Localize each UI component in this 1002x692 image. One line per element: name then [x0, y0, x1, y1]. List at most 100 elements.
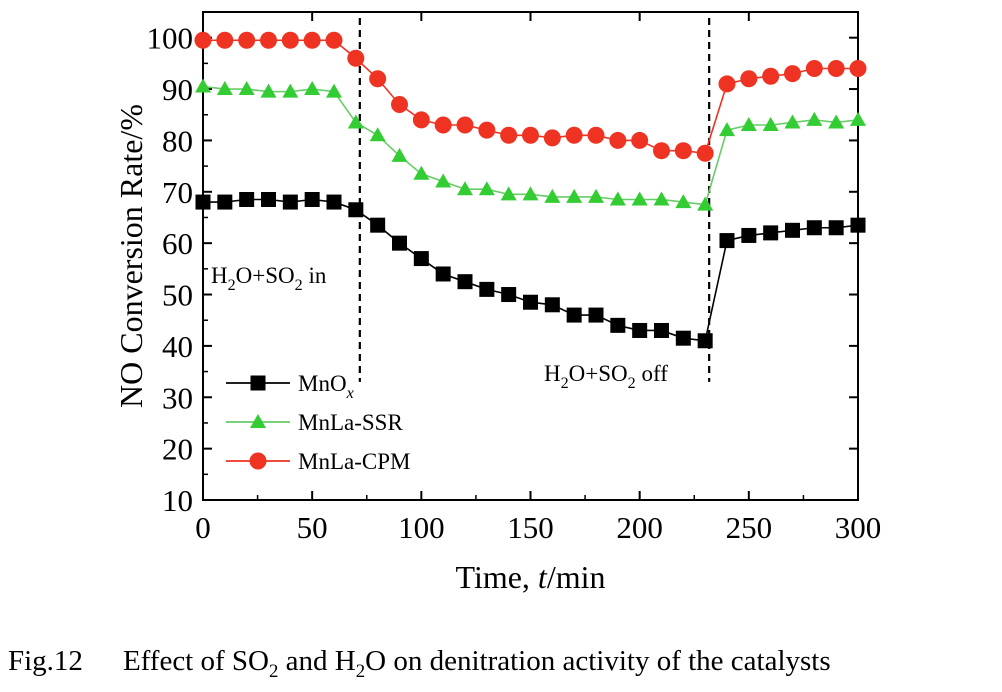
- data-point: [653, 142, 670, 160]
- data-point: [391, 95, 408, 113]
- data-point: [718, 75, 736, 93]
- data-point: [850, 217, 866, 233]
- data-point: [282, 83, 299, 98]
- data-point: [479, 281, 495, 297]
- y-tick-label: 70: [162, 175, 193, 210]
- data-point: [304, 81, 321, 96]
- data-point: [303, 31, 321, 49]
- legend: MnOx MnLa-SSR MnLa-CPM: [226, 371, 410, 474]
- data-point: [762, 117, 779, 132]
- data-point: [392, 235, 407, 251]
- data-point: [413, 251, 429, 267]
- data-point: [587, 126, 605, 144]
- data-point: [610, 317, 626, 333]
- series-MnLa-CPM: [194, 31, 867, 162]
- figure-caption: Fig.12 Effect of SO2 and H2O on denitrati…: [8, 645, 1002, 683]
- data-point: [806, 111, 823, 126]
- y-tick-label: 100: [147, 21, 194, 56]
- data-point: [849, 60, 867, 78]
- data-point: [347, 114, 364, 129]
- data-point: [261, 191, 276, 207]
- data-point: [609, 191, 626, 206]
- data-point: [435, 266, 451, 282]
- data-point: [696, 144, 714, 162]
- data-point: [522, 186, 539, 201]
- data-point: [523, 294, 538, 310]
- y-tick-label: 50: [162, 278, 193, 313]
- data-point: [370, 217, 386, 233]
- data-point: [456, 116, 474, 134]
- data-point: [675, 194, 692, 209]
- data-point: [784, 114, 801, 129]
- data-point: [828, 114, 845, 129]
- x-tick-label: 0: [195, 510, 211, 545]
- data-point: [260, 83, 277, 98]
- legend-label: MnLa-CPM: [298, 449, 410, 474]
- data-point: [500, 126, 518, 144]
- data-point: [326, 83, 342, 98]
- data-point: [347, 49, 365, 67]
- data-point: [740, 70, 758, 88]
- data-point: [435, 173, 452, 188]
- data-point: [391, 147, 408, 162]
- data-point: [434, 116, 452, 134]
- legend-marker: [249, 452, 267, 470]
- data-point: [326, 194, 342, 210]
- annotation-h2o-so2-off: H2O+SO2 off: [544, 361, 668, 392]
- data-point: [413, 165, 430, 180]
- data-point: [217, 194, 233, 210]
- data-point: [675, 330, 691, 346]
- data-point: [828, 220, 844, 236]
- data-point: [653, 191, 670, 206]
- data-point: [806, 220, 822, 236]
- y-tick-label: 60: [162, 226, 193, 261]
- y-tick-label: 30: [162, 380, 193, 415]
- data-point: [763, 225, 779, 241]
- y-axis-label: NO Conversion Rate/%: [113, 104, 149, 408]
- y-tick-label: 20: [162, 432, 193, 467]
- data-point: [543, 129, 561, 147]
- data-point: [325, 31, 343, 49]
- data-point: [544, 188, 561, 203]
- x-tick-label: 300: [835, 510, 882, 545]
- data-point: [369, 127, 386, 142]
- data-point: [260, 31, 277, 49]
- data-point: [457, 274, 473, 290]
- data-point: [281, 31, 299, 49]
- y-tick-label: 80: [162, 123, 193, 158]
- data-point: [412, 111, 430, 129]
- data-point: [588, 188, 604, 203]
- x-tick-label: 50: [297, 510, 328, 545]
- data-point: [719, 122, 735, 137]
- data-point: [609, 131, 627, 149]
- data-point: [719, 233, 735, 249]
- data-point: [785, 222, 800, 238]
- data-point: [631, 191, 648, 206]
- data-point: [805, 60, 823, 78]
- data-point: [501, 287, 517, 303]
- x-tick-label: 200: [616, 510, 663, 545]
- legend-label: MnOx: [298, 371, 355, 402]
- data-point: [674, 142, 692, 160]
- data-point: [566, 307, 582, 323]
- x-tick-label: 100: [398, 510, 445, 545]
- y-tick-label: 40: [162, 329, 193, 364]
- caption-text: Effect of SO2 and H2O on denitration act…: [122, 645, 831, 682]
- data-point: [522, 126, 539, 144]
- x-tick-label: 150: [507, 510, 554, 545]
- data-point: [216, 81, 233, 96]
- data-point: [457, 181, 473, 196]
- data-point: [588, 307, 604, 323]
- series-MnLa-SSR: [195, 78, 866, 211]
- series-MnOx: [195, 191, 866, 349]
- data-point: [631, 131, 649, 149]
- axes: 0 50 100 150 200 250 300 10 20 30 40 50 60 70 80 90 100 T…: [113, 11, 882, 595]
- data-point: [762, 67, 780, 85]
- data-point: [348, 202, 364, 218]
- data-point: [216, 31, 234, 49]
- chart: 0 50 100 150 200 250 300 10 20 30 40 50 60 70 80 90 100 T…: [113, 11, 882, 595]
- data-point: [304, 191, 320, 207]
- x-tick-label: 250: [726, 510, 773, 545]
- data-point: [544, 297, 560, 313]
- data-point: [195, 78, 211, 93]
